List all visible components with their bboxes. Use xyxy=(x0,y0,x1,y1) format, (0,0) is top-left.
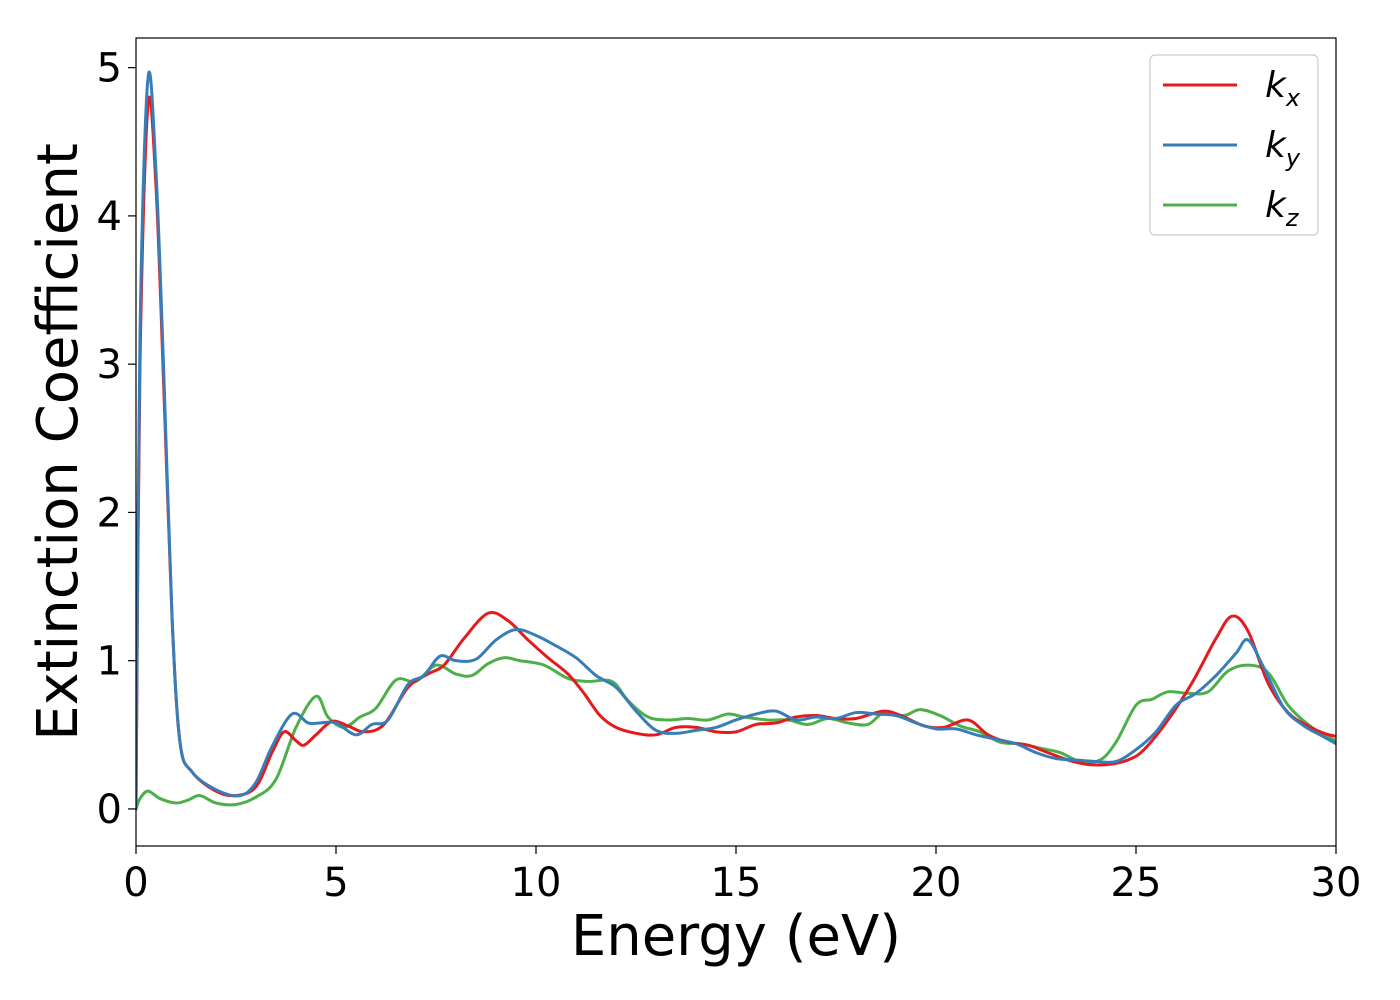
y-tick-label: 2 xyxy=(97,490,122,536)
legend-label-base: k xyxy=(1265,125,1288,166)
y-tick-label: 3 xyxy=(97,342,122,388)
x-tick-label: 10 xyxy=(511,860,562,906)
x-tick-label: 25 xyxy=(1111,860,1162,906)
y-tick-label: 1 xyxy=(97,639,122,685)
series-line-ky xyxy=(136,70,1336,811)
legend-label-kz: kz xyxy=(1265,185,1300,232)
legend-label-kx: kx xyxy=(1265,65,1301,112)
x-tick-label: 15 xyxy=(711,860,762,906)
series-line-kz xyxy=(136,656,1336,811)
legend-label-subscript: x xyxy=(1285,84,1301,112)
x-tick-label: 0 xyxy=(123,860,148,906)
y-axis-ticks: 0 1 2 3 4 5 xyxy=(97,46,136,833)
y-tick-label: 5 xyxy=(97,46,122,92)
x-tick-label: 5 xyxy=(323,860,348,906)
x-tick-label: 20 xyxy=(911,860,962,906)
y-tick-label: 0 xyxy=(97,787,122,833)
x-tick-label: 30 xyxy=(1311,860,1362,906)
legend-label-subscript: z xyxy=(1285,204,1300,232)
y-axis-label: Extinction Coefficient xyxy=(26,143,91,741)
legend-label-base: k xyxy=(1265,65,1288,106)
x-axis-ticks: 0 5 10 15 20 25 30 xyxy=(123,846,1361,906)
series-layer xyxy=(136,70,1336,811)
y-tick-label: 4 xyxy=(97,194,122,240)
legend-label-ky: ky xyxy=(1265,125,1301,172)
x-axis-label: Energy (eV) xyxy=(571,904,901,969)
legend-label-subscript: y xyxy=(1285,144,1301,172)
legend-label-base: k xyxy=(1265,185,1288,226)
